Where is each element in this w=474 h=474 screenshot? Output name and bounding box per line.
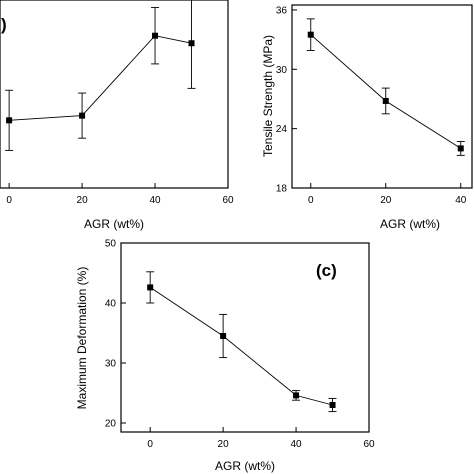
panel-c-y-tick-label: 20 [105,419,117,430]
panel-b-y-tick-label: 24 [276,124,288,135]
panel-b-data-point [382,97,389,104]
panel-b-content: 0 20 40 18 24 30 36 [276,5,467,206]
panel-c-plot-frame [120,242,370,433]
panel-a-xlabel: AGR (wt%) [84,217,144,231]
panel-b: 0 20 40 18 24 30 36 AGR (wt%) Tensile Strength… [261,4,473,231]
panel-c-label: (c) [316,261,337,280]
panel-a-plot-frame [0,0,229,189]
panel-c-data-point [329,402,336,408]
panel-b-x-tick-label: 40 [455,195,467,206]
panel-c-content: 0 20 40 60 20 30 40 50 [105,239,375,451]
panel-c-xlabel: AGR (wt%) [215,459,275,473]
panel-c-data-point [147,284,154,291]
panel-c-y-tick-label: 30 [105,359,117,370]
panel-b-y-tick-label: 30 [276,65,288,76]
panel-b-data-point [457,145,464,152]
panel-b-xlabel: AGR (wt%) [380,217,440,231]
panel-c-y-tick-label: 50 [105,239,117,250]
panel-a-data-point [6,117,13,124]
panel-a-content: 0 20 40 60 [5,0,234,206]
panel-c-ylabel: Maximum Deformation (%) [75,267,89,410]
panel-c: 0 20 40 60 20 30 40 50 (c) AGR (wt%) Maximum De… [75,239,375,474]
panel-b-plot-frame [291,4,473,189]
panel-a-x-tick-label: 20 [77,195,89,206]
panel-a-data-point [188,40,195,47]
panel-b-data-point [307,31,314,38]
panel-b-x-tick-label: 20 [380,195,392,206]
panel-c-y-tick-label: 40 [105,299,117,310]
panel-c-x-tick-label: 60 [363,439,375,450]
panel-a-series-line [9,35,192,121]
panel-c-x-tick-label: 0 [147,439,153,450]
panel-b-x-tick-label: 0 [308,195,314,206]
panel-c-data-point [293,392,300,399]
panel-a-data-point [79,112,86,119]
panel-c-series-line [149,287,333,406]
panel-c-data-point [220,333,227,339]
panel-b-y-tick-label: 18 [276,184,288,195]
panel-c-x-tick-label: 40 [290,439,302,450]
panel-a-x-tick-label: 0 [6,195,12,206]
panel-a-label: ) [1,15,7,34]
panel-a-data-point [152,32,159,39]
panel-a: 0 20 40 60 ) AGR (wt%) [0,0,234,231]
panel-a-x-tick-label: 60 [222,195,234,206]
panel-a-x-tick-label: 40 [149,195,161,206]
panel-b-y-tick-label: 36 [276,5,288,16]
panel-c-x-tick-label: 20 [218,439,230,450]
panel-b-ylabel: Tensile Strength (MPa) [261,35,275,157]
